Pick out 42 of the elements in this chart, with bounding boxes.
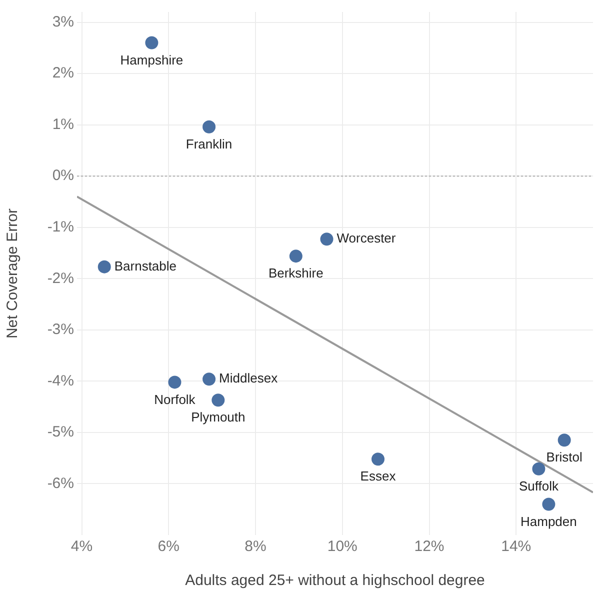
y-tick-label: 1% xyxy=(52,116,74,133)
annotation: Franklin xyxy=(186,136,232,152)
y-tick-label: -5% xyxy=(47,424,74,441)
annotation: Suffolk xyxy=(518,478,559,494)
annotation: Hampshire xyxy=(120,52,184,68)
x-tick-label: 6% xyxy=(158,538,180,556)
annotation: Hampden xyxy=(520,514,577,529)
y-tick-label: 0% xyxy=(52,167,74,184)
annotation: Worcester xyxy=(336,230,396,246)
annotation: Middlesex xyxy=(219,370,278,386)
point xyxy=(202,372,216,386)
y-tick-label: -2% xyxy=(47,270,74,287)
y-tick-label: 2% xyxy=(52,64,74,82)
point xyxy=(145,36,158,50)
point xyxy=(202,120,216,134)
point xyxy=(168,376,182,389)
y-tick-label: -3% xyxy=(47,321,74,338)
y-tick-label: -6% xyxy=(47,474,74,492)
point xyxy=(558,434,571,447)
annotation: Bristol xyxy=(546,450,582,465)
y-tick-label: -4% xyxy=(47,372,74,390)
x-tick-label: 12% xyxy=(414,538,444,556)
y-tick-label: 3% xyxy=(52,13,74,30)
point xyxy=(98,260,111,274)
annotation: Norfolk xyxy=(154,392,196,407)
point xyxy=(372,452,384,466)
y-tick-label: -1% xyxy=(47,218,74,236)
point xyxy=(320,232,334,246)
annotation: Barnstable xyxy=(114,258,177,274)
point xyxy=(532,462,546,476)
annotation: Essex xyxy=(360,468,396,484)
y-axis-title: Net Coverage Error xyxy=(4,208,22,339)
x-tick-label: 10% xyxy=(327,538,358,556)
annotation: Berkshire xyxy=(268,266,324,281)
annotation: Plymouth xyxy=(191,410,246,425)
x-tick-label: 4% xyxy=(70,538,93,556)
x-tick-label: 8% xyxy=(244,538,266,556)
point xyxy=(289,250,302,263)
point xyxy=(542,498,556,511)
x-tick-label: 14% xyxy=(501,538,532,556)
point xyxy=(212,394,225,407)
x-axis-title: Adults aged 25+ without a highschool degree xyxy=(185,572,485,590)
